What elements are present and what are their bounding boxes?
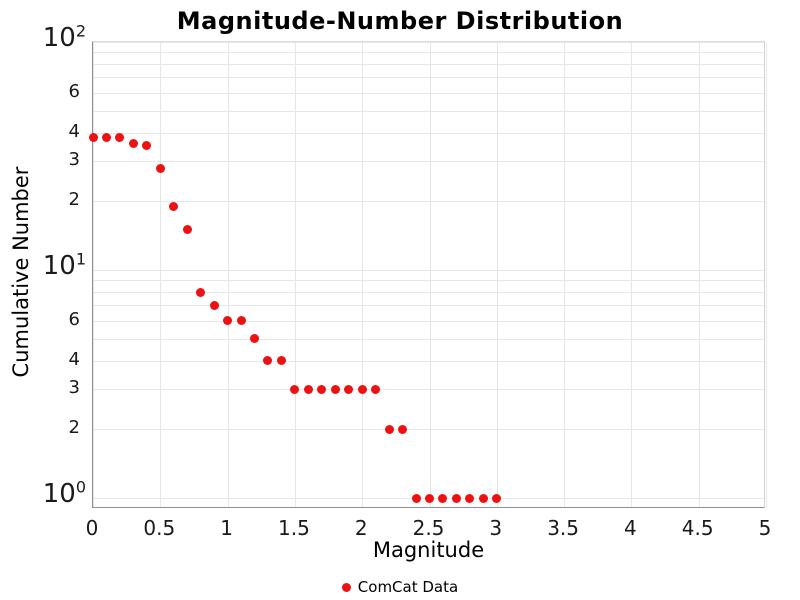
y-axis-minor-tick-label: 2 <box>68 189 80 211</box>
x-axis-tick-label: 1 <box>220 516 233 540</box>
y-gridline <box>93 429 764 431</box>
y-gridline <box>93 161 764 163</box>
y-axis-minor-tick-label: 2 <box>68 417 80 439</box>
x-gridline <box>766 42 767 507</box>
data-point <box>330 384 340 394</box>
y-gridline <box>93 338 764 340</box>
y-gridline <box>93 52 764 54</box>
x-axis-tick-label: 2 <box>354 516 368 540</box>
data-point <box>357 384 367 394</box>
x-gridline <box>429 42 431 507</box>
data-point <box>142 141 152 151</box>
data-point <box>438 493 448 503</box>
y-axis-minor-tick-label: 4 <box>68 120 80 142</box>
x-axis-tick-label: 4 <box>624 516 637 540</box>
y-gridline <box>93 270 764 271</box>
x-gridline <box>294 42 296 507</box>
y-axis-minor-tick-label: 4 <box>68 348 80 370</box>
data-point <box>425 493 434 503</box>
data-point <box>169 201 179 211</box>
data-point <box>182 225 192 235</box>
y-gridline <box>93 292 764 294</box>
y-gridline <box>93 320 764 322</box>
x-axis-tick-label: 5 <box>758 516 772 540</box>
y-axis-major-tick-label: 101 <box>42 249 86 281</box>
y-axis-minor-tick-label: 6 <box>68 80 80 102</box>
chart-title: Magnitude-Number Distribution <box>176 7 624 35</box>
y-axis-minor-tick-label: 6 <box>68 308 80 330</box>
x-gridline <box>496 42 498 507</box>
data-point <box>88 133 98 143</box>
data-point <box>250 334 260 344</box>
y-gridline <box>93 42 764 43</box>
x-axis-tick-label: 2.5 <box>412 516 445 540</box>
x-gridline <box>698 42 700 507</box>
legend: ComCat Data <box>0 577 800 597</box>
x-axis-tick-label: 1.5 <box>277 516 310 540</box>
data-point <box>276 356 286 366</box>
y-axis-minor-tick-label: 3 <box>68 149 80 171</box>
y-gridline <box>93 305 764 307</box>
y-gridline <box>93 201 764 203</box>
data-point <box>303 384 313 394</box>
y-axis-major-tick-label: 102 <box>42 21 86 53</box>
x-gridline <box>362 42 364 507</box>
data-point <box>128 138 138 148</box>
data-point <box>196 287 206 297</box>
x-axis-tick-label: 3.5 <box>547 516 579 540</box>
data-point <box>236 316 246 326</box>
data-point <box>451 493 461 503</box>
data-point <box>398 424 408 434</box>
data-point <box>411 493 421 503</box>
x-axis-tick-label: 0 <box>85 516 99 540</box>
data-point <box>384 424 394 434</box>
y-gridline <box>93 110 764 112</box>
data-point <box>290 384 300 394</box>
y-gridline <box>93 132 764 134</box>
y-gridline <box>93 360 764 362</box>
x-gridline <box>564 42 566 507</box>
x-gridline <box>227 42 229 507</box>
y-axis-minor-tick-label: 3 <box>68 377 80 399</box>
legend-marker-icon <box>341 582 351 592</box>
legend-label: ComCat Data <box>357 578 459 596</box>
x-gridline <box>631 42 633 507</box>
plot-area <box>88 41 767 508</box>
data-point <box>101 133 111 143</box>
data-point <box>344 384 354 394</box>
x-axis-tick-label: 0.5 <box>143 516 176 540</box>
y-axis-major-tick-label: 100 <box>42 477 86 509</box>
data-point <box>492 493 502 503</box>
x-axis-title: Magnitude <box>372 538 485 562</box>
data-point <box>317 384 327 394</box>
data-point <box>263 356 273 366</box>
y-gridline <box>93 77 764 79</box>
x-axis-tick-label: 4.5 <box>681 516 714 540</box>
data-point <box>371 384 381 394</box>
data-point <box>223 316 233 326</box>
y-gridline <box>93 92 764 94</box>
y-gridline <box>93 389 764 391</box>
y-gridline <box>93 64 764 66</box>
data-point <box>465 493 475 503</box>
x-gridline <box>160 42 162 507</box>
x-gridline <box>93 42 94 507</box>
data-point <box>209 300 219 310</box>
data-point <box>478 493 488 503</box>
y-gridline <box>93 280 764 282</box>
x-axis-tick-label: 3 <box>489 516 503 540</box>
data-point <box>115 133 125 143</box>
data-point <box>155 163 165 173</box>
